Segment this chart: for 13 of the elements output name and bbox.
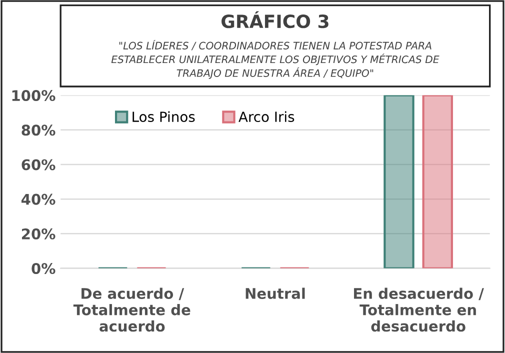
x-tick-label: De acuerdo / Totalmente de acuerdo bbox=[73, 288, 190, 332]
y-tick-label: 80% bbox=[22, 124, 56, 136]
x-tick-label: En desacuerdo / Totalmente en desacuerdo bbox=[354, 288, 484, 332]
y-tick-label: 100% bbox=[12, 90, 56, 102]
y-tick-label: 0% bbox=[32, 262, 56, 274]
y-tick-label: 20% bbox=[22, 228, 56, 240]
chart-subtitle: "LOS LÍDERES / COORDINADORES TIENEN LA POTESTAD PARA ESTABLECER UNILATERALMENTE LOS OBJETIVOS Y MÉTRICAS DE TRABAJO DE NUESTRA ÁREA / EQUIPO" bbox=[111, 40, 440, 79]
legend-label: Los Pinos bbox=[132, 111, 195, 122]
x-tick-label: Neutral bbox=[246, 288, 305, 300]
y-tick-label: 40% bbox=[21, 194, 56, 205]
y-tick-label: 60% bbox=[22, 159, 56, 170]
chart-title: GRÁFICO 3 bbox=[222, 11, 328, 28]
legend-label: Arco Iris bbox=[238, 111, 294, 122]
